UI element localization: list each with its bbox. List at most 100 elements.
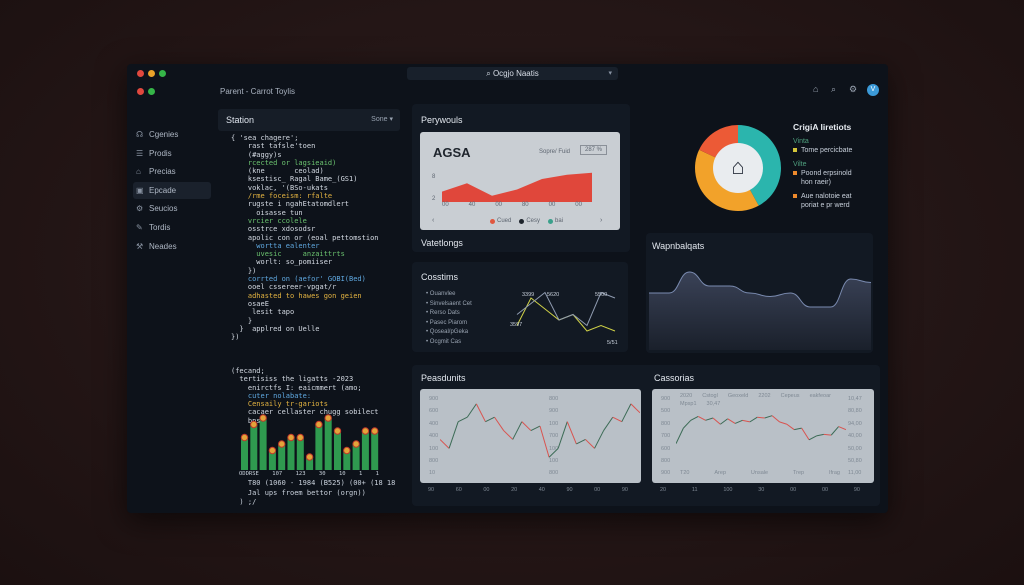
area-series (442, 172, 592, 202)
tick: Cepeus (780, 393, 800, 399)
line-segment (503, 430, 514, 440)
home-icon: ⌂ (731, 154, 745, 179)
tick: 40,00 (848, 433, 862, 440)
tick: Mpsp1 (680, 401, 697, 407)
code-line: uvesic anzaittrts (231, 250, 345, 259)
legend-swatch (519, 218, 525, 224)
tick: 100 (549, 420, 559, 427)
prev-arrow[interactable]: ‹ (432, 217, 435, 224)
legend-item: Cued (490, 218, 511, 224)
chart-title: AGSA (433, 145, 471, 160)
line-segment (521, 421, 532, 431)
tick: 11,00 (848, 470, 862, 477)
annotation: 5/51 (607, 340, 618, 346)
chart-header-items: 2020 Cstogl Geoxeld 2202 Cepeus eakfeoar Mpsp1… (680, 393, 840, 407)
left-line-chart (440, 403, 640, 458)
gear-icon[interactable]: ⚙ (849, 84, 858, 94)
x-tick: 00 (495, 202, 502, 208)
next-arrow[interactable]: › (600, 217, 603, 224)
legend-label: bai (555, 218, 564, 224)
line-segment (557, 421, 568, 449)
search-icon: ⌕ (486, 69, 493, 78)
bar (268, 450, 276, 470)
sort-dropdown[interactable]: Sone ▾ (371, 116, 393, 123)
close-dot[interactable] (137, 88, 144, 95)
y-axis: 900 600 400 400 100 800 10 (429, 393, 438, 480)
donut-title: CrigiA Iiretiots (793, 122, 852, 132)
line-segment (630, 403, 640, 414)
line-segment (712, 417, 721, 425)
wave-area-chart (649, 271, 871, 350)
annotation: 3597 (510, 322, 522, 328)
tick: 100 (429, 445, 439, 452)
minimize-window-button[interactable] (148, 70, 155, 77)
line-segment (697, 416, 706, 421)
sidebar-item-precias[interactable]: ⌂ Precias (133, 163, 211, 180)
legend-heading: Vilte (793, 161, 807, 168)
legend-swatch (548, 218, 554, 224)
legend-text: Poond erpsinold hon raeir) (801, 170, 852, 186)
line-segment (830, 426, 839, 436)
lock-icon[interactable]: ⌂ (813, 84, 819, 94)
search-bar[interactable]: ⌕ Ocgjo Naatis ▾ (407, 67, 618, 80)
close-window-button[interactable] (137, 70, 144, 77)
legend-item: Poond erpsinold hon raeir) (793, 169, 888, 187)
area-fill (649, 272, 871, 350)
sidebar-item-epcade[interactable]: ▣ Epcade (133, 181, 211, 199)
bar-marker (305, 453, 314, 461)
tick: Trep (792, 470, 805, 476)
bar (324, 418, 332, 470)
avatar[interactable]: V (867, 84, 879, 96)
list-label: Rerso Dats (429, 310, 460, 317)
code-line: osstrce xdosodsr (231, 225, 316, 234)
x-tick: 80 (521, 202, 529, 208)
code-line: apolic con or (eoal pettomstion (231, 233, 379, 242)
line-segment (779, 421, 788, 425)
sidebar-item-cgenies[interactable]: ☊ Cgenies (133, 126, 211, 143)
bar-marker (278, 440, 286, 448)
line-segment (440, 439, 450, 449)
app-window: ⌕ Ocgjo Naatis ▾ Parent - Carrot Toylis … (127, 64, 888, 513)
code-panel-header: Station Sone ▾ (218, 109, 400, 131)
code-line: }) (231, 266, 257, 275)
bar (296, 437, 304, 470)
line-segment (494, 416, 505, 431)
sidebar-item-prodis[interactable]: ☰ Prodis (133, 145, 211, 162)
tick: 400 (429, 433, 439, 440)
tick: Geoxeld (727, 393, 749, 399)
agsa-area-chart (442, 172, 592, 202)
bullet-icon: • (426, 291, 430, 297)
tick: 100 (723, 487, 733, 493)
code-line: vrcier ccolele (231, 216, 307, 225)
tick: 2202 (758, 393, 771, 399)
tick: 500 (661, 408, 671, 415)
tick: 700 (549, 433, 559, 440)
maximize-dot[interactable] (148, 88, 155, 95)
code-line: ooel cssereer-vpgat/r (231, 283, 337, 292)
list-item: • Rerso Dats (426, 309, 472, 319)
tick: 800 (429, 458, 439, 465)
tick: eakfeoar (809, 393, 831, 399)
search-icon[interactable]: ⌕ (831, 84, 837, 94)
bar (287, 437, 295, 470)
tick: 90 (853, 487, 860, 493)
maximize-window-button[interactable] (159, 70, 166, 77)
chevron-down-icon[interactable]: ▾ (608, 70, 612, 77)
line-segment (690, 416, 699, 421)
bar-marker (333, 427, 342, 435)
code-line: voklac, '(BSo-ukats (231, 183, 328, 192)
tick: Arep (714, 470, 727, 476)
sidebar-item-seucios[interactable]: ⚙ Seucios (133, 200, 211, 217)
sidebar-item-tordis[interactable]: ✎ Tordis (133, 219, 211, 236)
donut-chart (695, 125, 781, 212)
line-segment (621, 403, 632, 422)
bar-marker (259, 414, 267, 422)
sidebar-item-neades[interactable]: ⚒ Neades (133, 238, 211, 255)
tick: 11 (691, 487, 698, 493)
pencil-icon: ✎ (136, 223, 143, 232)
line-segment (676, 427, 684, 444)
code-line: rast tafsle'toen (231, 142, 316, 151)
tick: 900 (661, 470, 671, 477)
